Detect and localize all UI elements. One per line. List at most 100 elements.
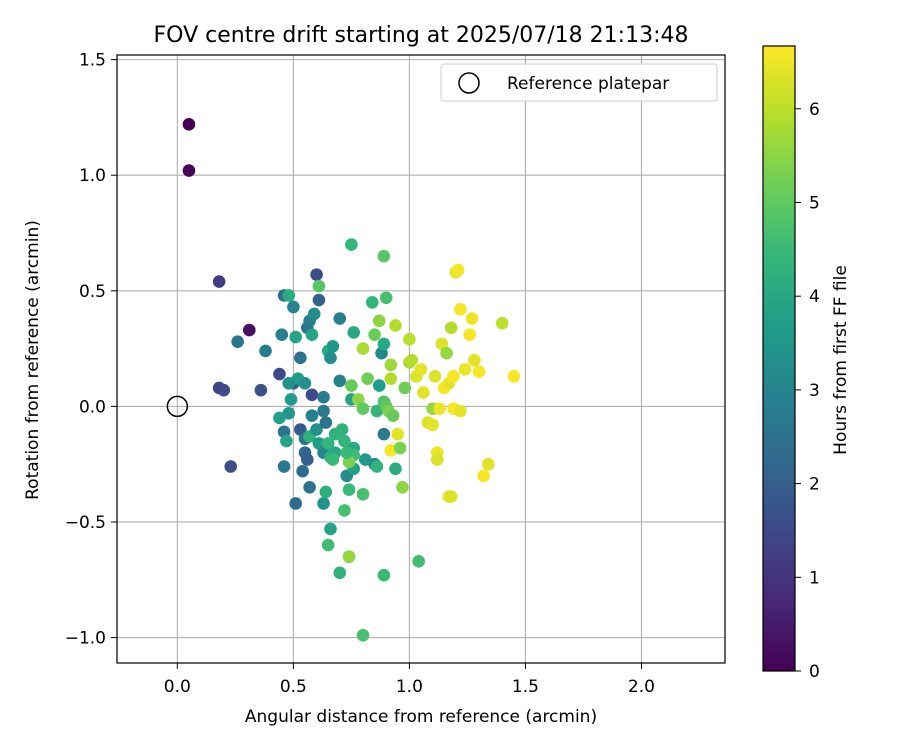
scatter-point xyxy=(312,293,326,307)
scatter-point xyxy=(433,402,446,416)
scatter-point xyxy=(372,314,386,328)
scatter-point xyxy=(377,568,391,582)
scatter-point xyxy=(426,418,439,432)
scatter-point xyxy=(340,446,354,459)
x-tick-label: 0.5 xyxy=(280,677,307,697)
scatter-point xyxy=(377,427,391,441)
scatter-point xyxy=(468,353,481,367)
colorbar: 0 1 2 3 4 5 6 Hours from first FF file xyxy=(762,45,851,682)
scatter-point xyxy=(333,566,347,580)
legend-box xyxy=(440,63,718,102)
scatter-point xyxy=(275,328,289,342)
scatter-point xyxy=(254,383,268,397)
scatter-point xyxy=(356,487,370,501)
colorbar-label: Hours from first FF file xyxy=(831,265,851,455)
y-tick-label: 0.0 xyxy=(79,397,106,417)
colorbar-tick-label: 1 xyxy=(809,568,820,588)
scatter-point xyxy=(289,497,302,510)
colorbar-tick-label: 6 xyxy=(809,100,820,120)
scatter-point xyxy=(454,404,467,418)
scatter-point xyxy=(273,367,286,381)
scatter-point xyxy=(398,381,412,395)
scatter-point xyxy=(368,328,381,342)
scatter-point xyxy=(300,453,314,466)
scatter-point xyxy=(289,330,302,344)
scatter-point xyxy=(310,268,323,281)
scatter-point xyxy=(282,376,296,390)
x-tick-label: 1.0 xyxy=(396,677,423,697)
scatter-point xyxy=(317,404,330,418)
scatter-point xyxy=(212,275,226,288)
scatter-point xyxy=(356,342,370,355)
y-tick-label: 1.0 xyxy=(79,166,106,186)
y-axis-label: Rotation from reference (arcmin) xyxy=(23,220,43,500)
y-tick-label: −0.5 xyxy=(65,513,106,533)
scatter-point xyxy=(319,416,333,429)
scatter-point xyxy=(338,434,351,448)
scatter-point xyxy=(284,393,298,406)
scatter-point xyxy=(430,453,444,466)
scatter-point xyxy=(312,279,326,293)
x-tick-label: 0.0 xyxy=(164,677,191,697)
scatter-point xyxy=(386,409,400,422)
scatter-point xyxy=(333,312,347,325)
scatter-point xyxy=(242,323,256,337)
scatter-point xyxy=(417,386,430,399)
scatter-point xyxy=(359,453,372,466)
scatter-point xyxy=(321,437,335,450)
scatter-point xyxy=(342,483,356,496)
scatter-point xyxy=(338,504,351,517)
scatter-point xyxy=(451,263,465,277)
scatter-point xyxy=(305,409,319,422)
scatter-point xyxy=(296,464,309,478)
colorbar-tick-label: 3 xyxy=(809,381,820,401)
scatter-point xyxy=(477,469,490,483)
scatter-point xyxy=(224,460,238,473)
scatter-point xyxy=(326,339,340,353)
scatter-point xyxy=(444,321,458,335)
scatter-point xyxy=(372,379,386,392)
scatter-point xyxy=(365,296,379,309)
scatter-point xyxy=(463,328,477,342)
scatter-point xyxy=(280,434,293,448)
y-tick-label: 1.5 xyxy=(79,51,106,71)
scatter-point xyxy=(403,333,416,346)
scatter-point xyxy=(428,370,442,383)
scatter-point xyxy=(335,423,349,436)
scatter-point xyxy=(384,358,398,372)
scatter-point xyxy=(447,370,460,383)
scatter-point xyxy=(370,460,384,473)
legend-label: Reference platepar xyxy=(507,74,669,94)
scatter-point xyxy=(321,538,335,552)
data-points xyxy=(182,118,521,642)
scatter-point xyxy=(287,300,300,314)
scatter-point xyxy=(444,490,458,503)
scatter-point xyxy=(356,402,370,416)
colorbar-tick-label: 4 xyxy=(809,287,820,307)
scatter-point xyxy=(391,427,405,441)
reference-platepar-marker xyxy=(166,395,189,418)
scatter-point xyxy=(342,550,356,563)
scatter-point xyxy=(305,328,319,342)
colorbar-gradient xyxy=(762,45,796,672)
scatter-point xyxy=(217,383,231,397)
scatter-point xyxy=(324,351,337,365)
scatter-point xyxy=(273,411,286,425)
scatter-point xyxy=(389,462,402,476)
scatter-point xyxy=(319,485,333,499)
scatter-point xyxy=(294,351,307,365)
scatter-point xyxy=(458,363,472,376)
scatter-point xyxy=(356,628,370,642)
scatter-point xyxy=(389,319,402,332)
scatter-point xyxy=(282,407,296,420)
scatter-point xyxy=(298,376,312,390)
scatter-point xyxy=(377,337,391,351)
scatter-point xyxy=(377,249,391,263)
colorbar-tick-label: 5 xyxy=(809,193,820,213)
scatter-point xyxy=(277,460,291,473)
scatter-point xyxy=(495,316,509,330)
scatter-point xyxy=(414,363,428,376)
scatter-point xyxy=(324,522,337,536)
